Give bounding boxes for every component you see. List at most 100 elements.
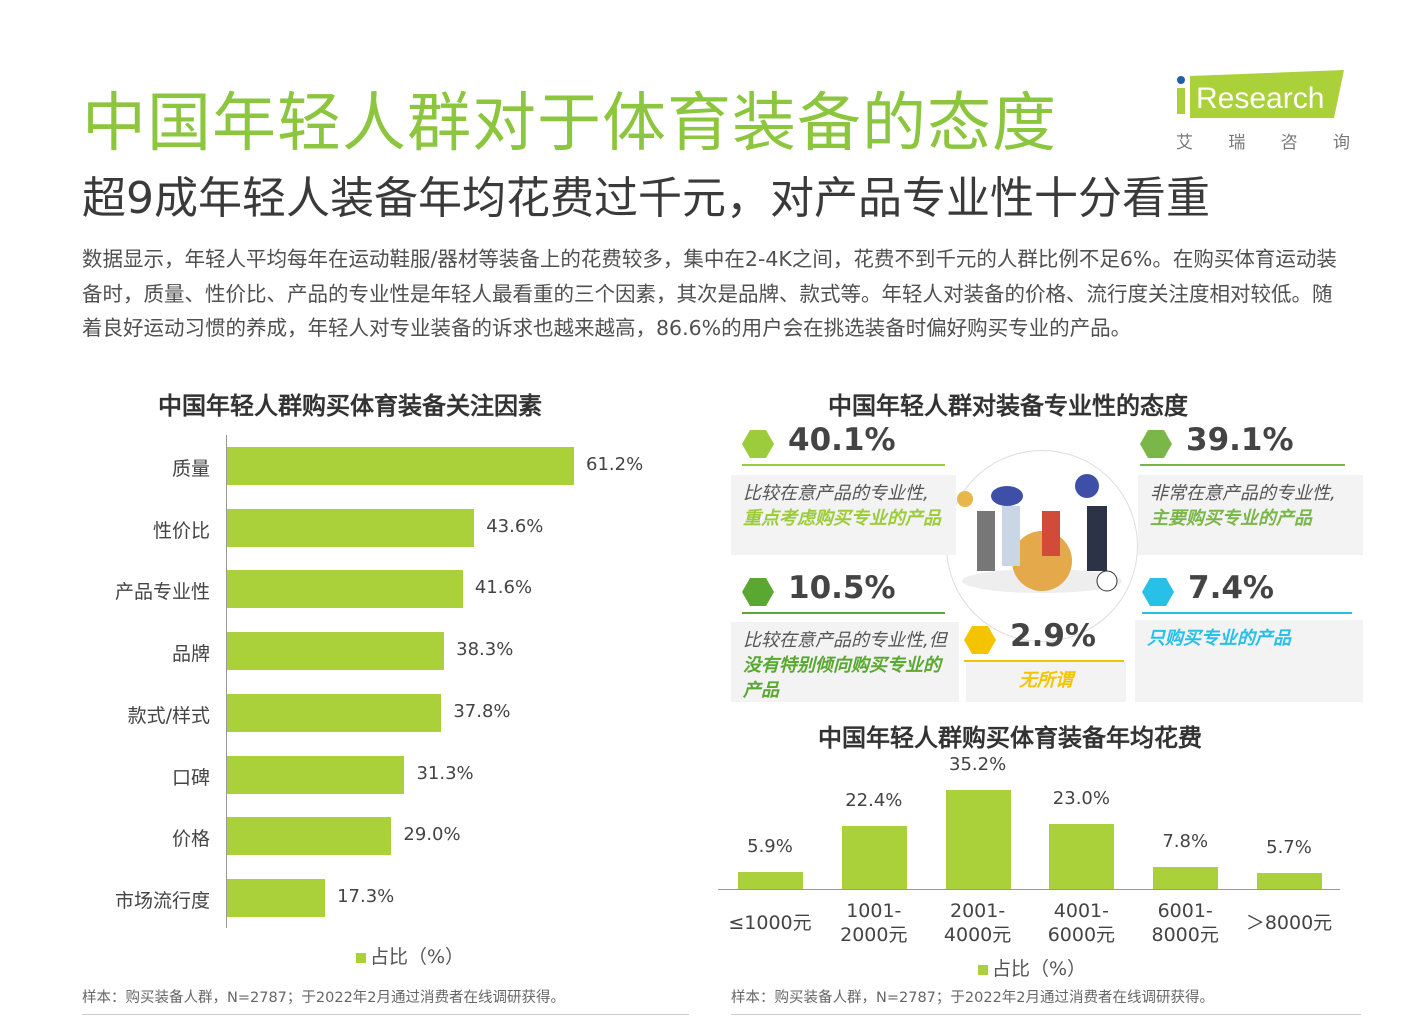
stat-underline	[742, 612, 945, 614]
bar	[738, 872, 803, 889]
stat-percent: 40.1%	[788, 422, 896, 458]
bar	[227, 817, 392, 856]
bar-value-label: 5.7%	[1266, 836, 1312, 858]
stat-description: 无所谓	[966, 662, 1126, 702]
hexagon-icon	[742, 578, 774, 606]
bar	[227, 570, 463, 609]
attitude-title: 中国年轻人群对装备专业性的态度	[828, 392, 1188, 420]
logo-char: 咨	[1280, 133, 1298, 153]
bar-category-label: 品牌	[171, 643, 210, 666]
bar	[227, 693, 442, 732]
stat-percent: 10.5%	[788, 570, 896, 606]
spend-legend: 占比（%）	[978, 954, 1086, 981]
bar-value-label: 7.8%	[1162, 831, 1209, 853]
category-line: 6001-	[1157, 900, 1213, 922]
description: 数据显示，年轻人平均每年在运动鞋服/器材等装备上的花费较多，集中在2-4K之间，…	[82, 247, 1337, 340]
bar-value-label: 37.8%	[453, 700, 511, 722]
bar	[1153, 867, 1219, 889]
stat-percent: 7.4%	[1188, 570, 1274, 606]
bar-value-label: 61.2%	[586, 454, 644, 475]
hexagon-icon	[742, 430, 774, 458]
logo-subtitle: 艾瑞咨询	[1176, 128, 1350, 153]
page-title: 中国年轻人群对于体育装备的态度	[82, 87, 1057, 161]
legend-label: 占比（%）	[992, 958, 1087, 980]
bar-value-label: 22.4%	[845, 790, 903, 812]
desc-plain: 比较在意产品的专业性,	[743, 483, 929, 504]
bar-value-label: 17.3%	[337, 885, 395, 907]
bar	[227, 632, 445, 671]
stat-percent: 2.9%	[1010, 618, 1096, 654]
svg-text:Research: Research	[1196, 82, 1324, 115]
hexagon-icon	[1140, 430, 1172, 458]
bar-value-label: 43.6%	[486, 515, 544, 537]
stat-description: 只购买专业的产品	[1135, 620, 1363, 702]
desc-highlight: 无所谓	[1019, 670, 1073, 691]
logo-char: 询	[1332, 133, 1350, 153]
bar-category-label: ＞8000元	[1239, 911, 1339, 935]
bar	[945, 790, 1011, 889]
category-line: ≤1000元	[728, 912, 812, 934]
desc-highlight: 重点考虑购买专业的产品	[743, 508, 941, 529]
bar	[227, 755, 405, 794]
bar-category-label: ≤1000元	[720, 911, 820, 935]
bar-category-label: 4001- 6000元	[1031, 899, 1131, 947]
bar	[1049, 824, 1115, 889]
bar-category-label: 市场流行度	[114, 889, 210, 912]
bar	[841, 826, 907, 889]
bar-category-label: 6001- 8000元	[1135, 899, 1235, 947]
stat-underline	[1140, 464, 1345, 466]
bar-category-label: 口碑	[171, 766, 210, 789]
desc-plain: 比较在意产品的专业性,但	[743, 630, 947, 651]
bar-value-label: 23.0%	[1052, 788, 1110, 810]
hexagon-icon	[1142, 578, 1174, 606]
stat-description: 比较在意产品的专业性,但没有特别倾向购买专业的产品	[731, 622, 959, 702]
bar	[227, 447, 574, 485]
desc-highlight: 主要购买专业的产品	[1150, 508, 1312, 529]
bar	[227, 878, 326, 917]
desc-highlight: 只购买专业的产品	[1147, 628, 1291, 649]
bar-value-label: 31.3%	[416, 762, 474, 784]
stat-underline	[1142, 612, 1352, 614]
spend-chart-title: 中国年轻人群购买体育装备年均花费	[818, 724, 1202, 752]
source-note-right: 样本：购买装备人群，N=2787；于2022年2月通过消费者在线调研获得。	[731, 990, 1215, 1006]
bar-category-label: 1001- 2000元	[824, 899, 924, 947]
legend-swatch	[978, 965, 988, 975]
legend-swatch	[356, 953, 366, 963]
stat-description: 比较在意产品的专业性, 重点考虑购买专业的产品	[731, 475, 956, 555]
stat-percent: 39.1%	[1186, 422, 1294, 458]
bar-value-label: 38.3%	[456, 639, 514, 661]
bar-value-label: 41.6%	[474, 577, 533, 599]
bar-category-label: 款式/样式	[127, 704, 210, 727]
category-line: 6000元	[1047, 924, 1116, 946]
divider	[731, 1014, 1361, 1015]
sports-illustration	[946, 450, 1138, 642]
source-note-left: 样本：购买装备人群，N=2787；于2022年2月通过消费者在线调研获得。	[82, 990, 566, 1006]
desc-highlight: 没有特别倾向购买专业的产品	[743, 655, 941, 701]
iresearch-logo: Research	[1176, 70, 1346, 118]
category-line: 2000元	[840, 924, 908, 946]
category-line: 2001-	[949, 900, 1006, 922]
divider	[82, 1014, 689, 1015]
category-line: ＞8000元	[1245, 912, 1333, 934]
desc-plain: 非常在意产品的专业性,	[1150, 483, 1336, 504]
stat-description: 非常在意产品的专业性, 主要购买专业的产品	[1138, 475, 1363, 555]
factors-legend: 占比（%）	[356, 942, 464, 969]
bar-value-label: 5.9%	[747, 836, 793, 858]
bar-category-label: 产品专业性	[114, 581, 210, 604]
bar-value-label: 29.0%	[403, 824, 461, 846]
x-axis-line	[718, 889, 1340, 890]
category-line: 4000元	[943, 924, 1012, 946]
category-line: 1001-	[846, 900, 902, 922]
bar-category-label: 质量	[171, 458, 210, 480]
bar-category-label: 2001- 4000元	[928, 899, 1028, 947]
stat-underline	[964, 660, 1124, 662]
bar-category-label: 性价比	[152, 519, 210, 542]
bar	[227, 508, 475, 547]
stat-underline	[742, 464, 945, 466]
legend-label: 占比（%）	[370, 946, 465, 968]
category-line: 4001-	[1053, 900, 1109, 922]
logo-char: 艾	[1176, 133, 1193, 153]
category-line: 8000元	[1151, 924, 1219, 946]
bar-category-label: 价格	[171, 828, 210, 851]
